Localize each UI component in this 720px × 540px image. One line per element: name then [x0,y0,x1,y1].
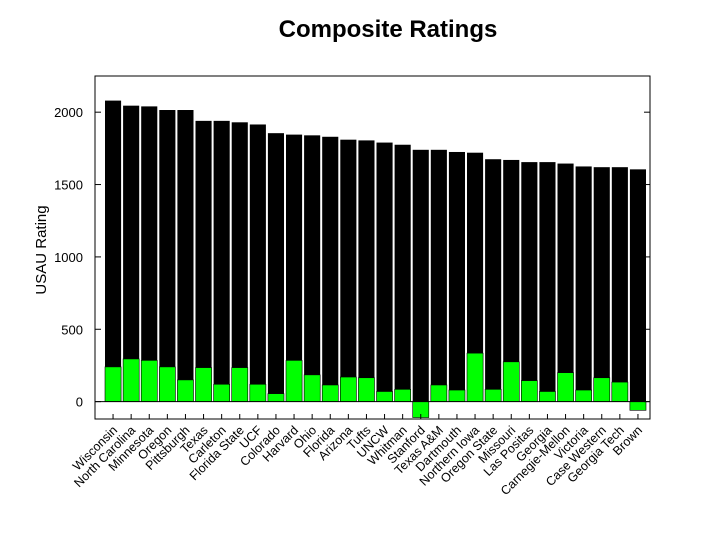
delta-bar-9 [267,393,285,402]
composite-bar-2 [141,106,158,402]
delta-bar-7 [231,367,249,402]
composite-bar-17 [412,149,429,402]
composite-bar-16 [394,144,411,402]
y-tick-label-4: 2000 [54,105,83,120]
delta-bar-3 [159,366,176,402]
composite-bar-10 [286,134,303,402]
delta-bar-23 [520,380,538,402]
y-tick-label-1: 500 [61,322,83,337]
delta-bar-16 [394,389,412,402]
composite-bar-25 [557,163,574,402]
delta-bar-24 [539,391,556,402]
composite-bar-5 [195,120,212,402]
delta-bar-0 [104,366,122,402]
composite-bar-23 [521,162,538,402]
composite-bar-6 [213,120,230,402]
composite-bar-15 [376,142,393,402]
composite-bar-26 [575,166,592,402]
composite-bar-9 [267,133,284,402]
bars-layer [104,100,647,418]
delta-bar-12 [321,384,339,402]
composite-bar-20 [467,152,484,402]
delta-bar-6 [213,383,231,402]
composite-bar-14 [358,140,375,402]
composite-bar-27 [593,167,610,402]
delta-bar-20 [466,352,484,402]
composite-bar-22 [503,159,520,402]
delta-bar-21 [484,389,502,402]
delta-bar-26 [575,389,592,402]
composite-bar-11 [304,135,321,402]
composite-bar-12 [322,136,339,402]
delta-bar-18 [430,384,448,402]
composite-bar-24 [539,162,556,402]
delta-bar-15 [376,391,393,402]
delta-bar-1 [122,358,140,402]
delta-bar-5 [195,367,212,402]
composite-bar-3 [159,110,176,402]
composite-bar-21 [485,159,502,402]
composite-bar-0 [105,100,122,402]
delta-bar-28 [611,381,629,402]
composite-bar-29 [629,169,646,402]
plot-frame [94,75,651,420]
composite-bar-28 [611,167,628,402]
chart-title: Composite Ratings [279,16,498,43]
delta-bar-25 [557,372,574,402]
composite-bar-13 [340,139,357,402]
composite-bar-18 [430,149,447,402]
composite-bar-8 [249,124,266,402]
y-axis: 0 500 1000 1500 2000 [54,105,650,410]
y-tick-label-0: 0 [76,395,83,410]
delta-bar-2 [140,360,158,402]
delta-bar-11 [303,374,321,402]
composite-bar-1 [123,105,140,402]
delta-bar-14 [358,377,375,402]
delta-bar-8 [249,383,267,402]
delta-bar-27 [593,377,611,402]
delta-bar-22 [502,361,520,402]
y-axis-label: USAU Rating [33,205,50,294]
delta-bar-19 [448,389,466,402]
composite-bar-4 [177,110,194,402]
delta-bar-29 [629,401,647,411]
delta-bar-10 [285,360,303,402]
y-tick-label-2: 1000 [54,250,83,265]
composite-bar-7 [231,122,248,402]
delta-bar-13 [339,376,357,402]
composite-bar-19 [448,151,465,402]
delta-bar-4 [177,379,194,402]
y-tick-label-3: 1500 [54,178,83,193]
